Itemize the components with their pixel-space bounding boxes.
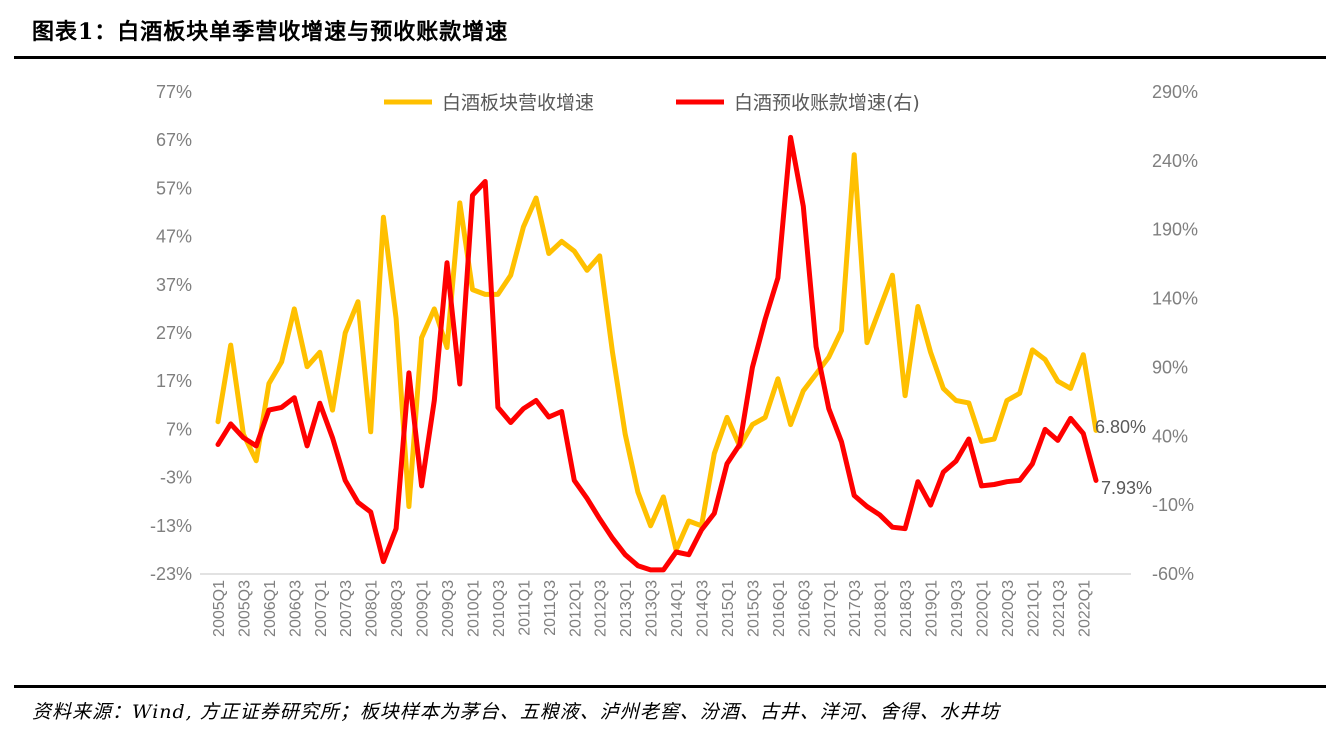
x-tick-label: 2008Q3 [389,580,406,637]
left-tick-label: 67% [156,130,192,150]
x-tick-label: 2019Q3 [949,580,966,637]
x-tick-label: 2011Q1 [516,580,533,636]
series-line-1 [215,152,1099,553]
left-tick-label: 77% [156,82,192,102]
left-tick-label: 47% [156,227,192,247]
x-tick-label: 2019Q1 [924,580,941,637]
x-tick-label: 2017Q3 [847,580,864,637]
x-tick-label: 2007Q3 [338,580,355,637]
axes: 77% 67% 57% 47% 37% 27% 17% 7% -3% -13% -23% 290% 24… [150,82,1198,637]
x-tick-label: 2017Q1 [822,580,839,637]
x-tick-label: 2006Q3 [287,580,304,637]
x-tick-label: 2016Q1 [771,580,788,637]
x-tick-label: 2006Q1 [262,580,279,637]
x-tick-label: 2018Q3 [898,580,915,637]
left-tick-label: -13% [150,516,192,536]
left-tick-label: -23% [150,564,192,584]
right-tick-label: -60% [1152,564,1194,584]
end-label-advance: 7.93% [1101,478,1152,498]
x-tick-label: 2010Q1 [465,580,482,637]
x-tick-label: 2005Q3 [236,580,253,637]
left-tick-label: 37% [156,275,192,295]
x-tick-label: 2009Q1 [415,580,432,637]
x-tick-label: 2020Q1 [974,580,991,637]
x-tick-label: 2013Q1 [618,580,635,637]
right-tick-label: 240% [1152,151,1198,171]
left-tick-label: 57% [156,178,192,198]
x-tick-label: 2015Q3 [745,580,762,637]
legend: 白酒板块营收增速 白酒预收账款增速(右) [384,92,920,114]
right-tick-label: 140% [1152,289,1198,309]
x-tick-label: 2010Q3 [491,580,508,637]
right-tick-label: -10% [1152,495,1194,515]
x-tick-label: 2014Q1 [669,580,686,637]
x-tick-label: 2005Q1 [211,580,228,637]
data-labels: 6.80% 7.93% [1095,417,1152,498]
legend-label-1: 白酒板块营收增速 [442,92,594,114]
x-tick-label: 2009Q3 [440,580,457,637]
right-tick-label: 190% [1152,220,1198,240]
x-tick-label: 2012Q1 [567,580,584,637]
right-tick-label: 40% [1152,426,1188,446]
top-rule [14,56,1326,59]
x-tick-label: 2011Q3 [542,580,559,636]
left-tick-label: 27% [156,323,192,343]
left-tick-label: -3% [160,468,192,488]
figure-source: 资料来源：Wind, 方正证券研究所；板块样本为茅台、五粮液、泸州老窖、汾酒、古… [32,701,1000,723]
x-tick-label: 2008Q1 [364,580,381,637]
figure-title: 图表1：白酒板块单季营收增速与预收账款增速 [32,19,509,45]
bottom-rule [14,685,1326,688]
left-tick-label: 7% [166,419,192,439]
x-tick-label: 2020Q3 [1000,580,1017,637]
series-line-2 [215,134,1099,573]
x-tick-label: 2014Q3 [695,580,712,637]
x-tick-label: 2022Q1 [1076,580,1093,637]
x-tick-label: 2021Q3 [1051,580,1068,637]
right-tick-label: 290% [1152,82,1198,102]
x-tick-label: 2016Q3 [796,580,813,637]
chart: 77% 67% 57% 47% 37% 27% 17% 7% -3% -13% -23% 290% 24… [150,82,1198,637]
left-tick-label: 17% [156,371,192,391]
end-label-revenue: 6.80% [1095,417,1146,437]
x-tick-label: 2018Q1 [873,580,890,637]
x-tick-label: 2021Q1 [1025,580,1042,637]
x-tick-label: 2013Q3 [644,580,661,637]
right-tick-label: 90% [1152,357,1188,377]
x-tick-label: 2015Q1 [720,580,737,637]
legend-label-2: 白酒预收账款增速(右) [734,92,920,114]
series-lines [215,134,1099,573]
x-tick-label: 2007Q1 [313,580,330,637]
x-tick-label: 2012Q3 [593,580,610,637]
